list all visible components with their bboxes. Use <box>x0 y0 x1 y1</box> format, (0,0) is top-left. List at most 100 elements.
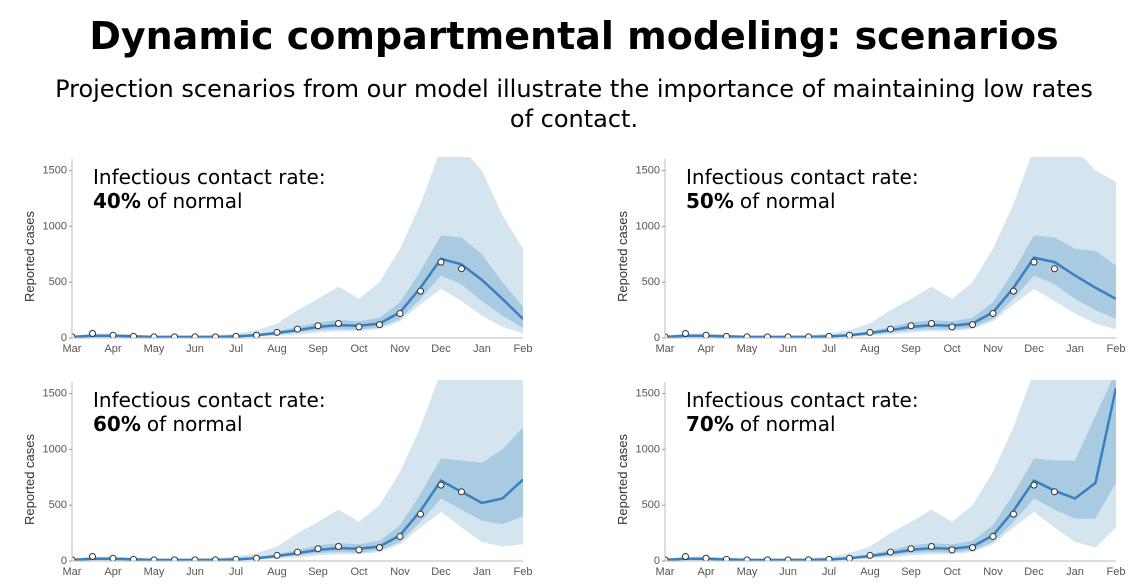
x-tick-label: Jun <box>779 343 797 355</box>
x-tick-label: Apr <box>104 343 121 355</box>
x-tick-label: Jul <box>229 566 243 578</box>
observed-point <box>458 488 465 496</box>
y-tick-label: 1500 <box>43 387 67 399</box>
x-tick-label: Oct <box>350 343 367 355</box>
annotation: Infectious contact rate: <box>686 165 919 189</box>
observed-point <box>335 319 342 327</box>
x-tick-label: Sep <box>308 343 328 355</box>
chart-panel: 0 500 1000 1500 Mar Apr May Jun Jul Aug Sep Oct Nov D… <box>22 380 533 578</box>
y-tick-label: 0 <box>654 332 660 344</box>
chart-panel: 0 500 1000 1500 Mar Apr May Jun Jul Aug Sep Oct Nov D… <box>615 380 1126 578</box>
observed-point <box>150 333 158 338</box>
observed-point <box>846 554 853 561</box>
y-tick-label: 1000 <box>636 220 660 232</box>
observed-point <box>805 333 812 338</box>
observed-point <box>232 555 240 561</box>
observed-point <box>1051 488 1058 496</box>
annotation: 50% of normal <box>686 189 836 213</box>
annotation: 60% of normal <box>93 412 243 436</box>
x-tick-label: Oct <box>943 566 960 578</box>
observed-point <box>437 258 445 266</box>
observed-point <box>784 556 792 561</box>
x-tick-label: Jul <box>229 343 243 355</box>
plot-area <box>72 380 523 561</box>
x-tick-label: Feb <box>1107 566 1126 578</box>
observed-point <box>723 555 730 561</box>
x-tick-label: Nov <box>983 566 1003 578</box>
y-tick-label: 500 <box>49 499 67 511</box>
x-tick-label: Oct <box>350 566 367 578</box>
x-tick-label: Nov <box>390 566 410 578</box>
x-tick-label: Jul <box>822 566 836 578</box>
observed-point <box>72 556 76 561</box>
plot-area <box>72 157 523 338</box>
observed-point <box>314 322 322 330</box>
observed-point <box>764 556 771 561</box>
y-tick-label: 500 <box>642 499 660 511</box>
observed-point <box>682 330 689 338</box>
annotation-rate: 70% <box>686 412 734 436</box>
observed-point <box>1010 510 1017 518</box>
observed-point <box>355 546 363 554</box>
observed-point <box>335 542 342 550</box>
y-tick-label: 1500 <box>636 387 660 399</box>
x-tick-label: Jun <box>186 566 204 578</box>
x-tick-label: Mar <box>63 343 82 355</box>
observed-point <box>702 331 710 338</box>
plot-area <box>665 157 1116 338</box>
observed-point <box>866 551 874 559</box>
observed-point <box>825 555 833 561</box>
observed-point <box>191 333 199 338</box>
observed-point <box>1051 265 1058 273</box>
x-tick-label: Dec <box>1024 566 1044 578</box>
observed-point <box>294 325 301 333</box>
x-tick-label: Mar <box>656 566 675 578</box>
title: Dynamic compartmental modeling: scenario… <box>89 14 1059 58</box>
x-tick-label: Jun <box>779 566 797 578</box>
observed-point <box>191 556 199 561</box>
observed-point <box>1030 481 1038 489</box>
chart-panel: 0 500 1000 1500 Mar Apr May Jun Jul Aug Sep Oct Nov D… <box>22 157 533 355</box>
observed-point <box>72 333 76 338</box>
x-tick-label: May <box>144 566 165 578</box>
annotation: Infectious contact rate: <box>686 388 919 412</box>
x-tick-label: Sep <box>901 566 921 578</box>
observed-point <box>150 556 158 561</box>
x-tick-label: Aug <box>860 343 880 355</box>
observed-point <box>130 332 137 338</box>
x-tick-label: Nov <box>390 343 410 355</box>
observed-point <box>109 331 117 338</box>
x-tick-label: Feb <box>514 343 533 355</box>
observed-point <box>253 554 260 561</box>
observed-point <box>89 330 96 338</box>
x-tick-label: Feb <box>514 566 533 578</box>
observed-point <box>989 309 997 317</box>
annotation-suffix: of normal <box>740 412 836 436</box>
x-tick-label: Nov <box>983 343 1003 355</box>
x-tick-label: Apr <box>697 566 714 578</box>
observed-point <box>109 554 117 561</box>
y-tick-label: 1000 <box>43 443 67 455</box>
x-tick-label: Dec <box>431 566 451 578</box>
observed-point <box>764 333 771 338</box>
annotation: 40% of normal <box>93 189 243 213</box>
annotation: Infectious contact rate: <box>93 165 326 189</box>
observed-point <box>273 551 281 559</box>
observed-point <box>376 321 383 329</box>
observed-point <box>458 265 465 273</box>
y-tick-label: 500 <box>642 276 660 288</box>
observed-point <box>665 556 669 561</box>
observed-point <box>212 556 219 561</box>
y-axis-label: Reported cases <box>22 433 37 525</box>
observed-point <box>989 532 997 540</box>
y-tick-label: 1500 <box>43 164 67 176</box>
observed-point <box>969 544 976 552</box>
observed-point <box>948 546 956 554</box>
x-tick-label: Dec <box>431 343 451 355</box>
observed-point <box>89 553 96 561</box>
observed-point <box>253 331 260 338</box>
observed-point <box>314 545 322 553</box>
x-tick-label: Oct <box>943 343 960 355</box>
observed-point <box>1010 287 1017 295</box>
